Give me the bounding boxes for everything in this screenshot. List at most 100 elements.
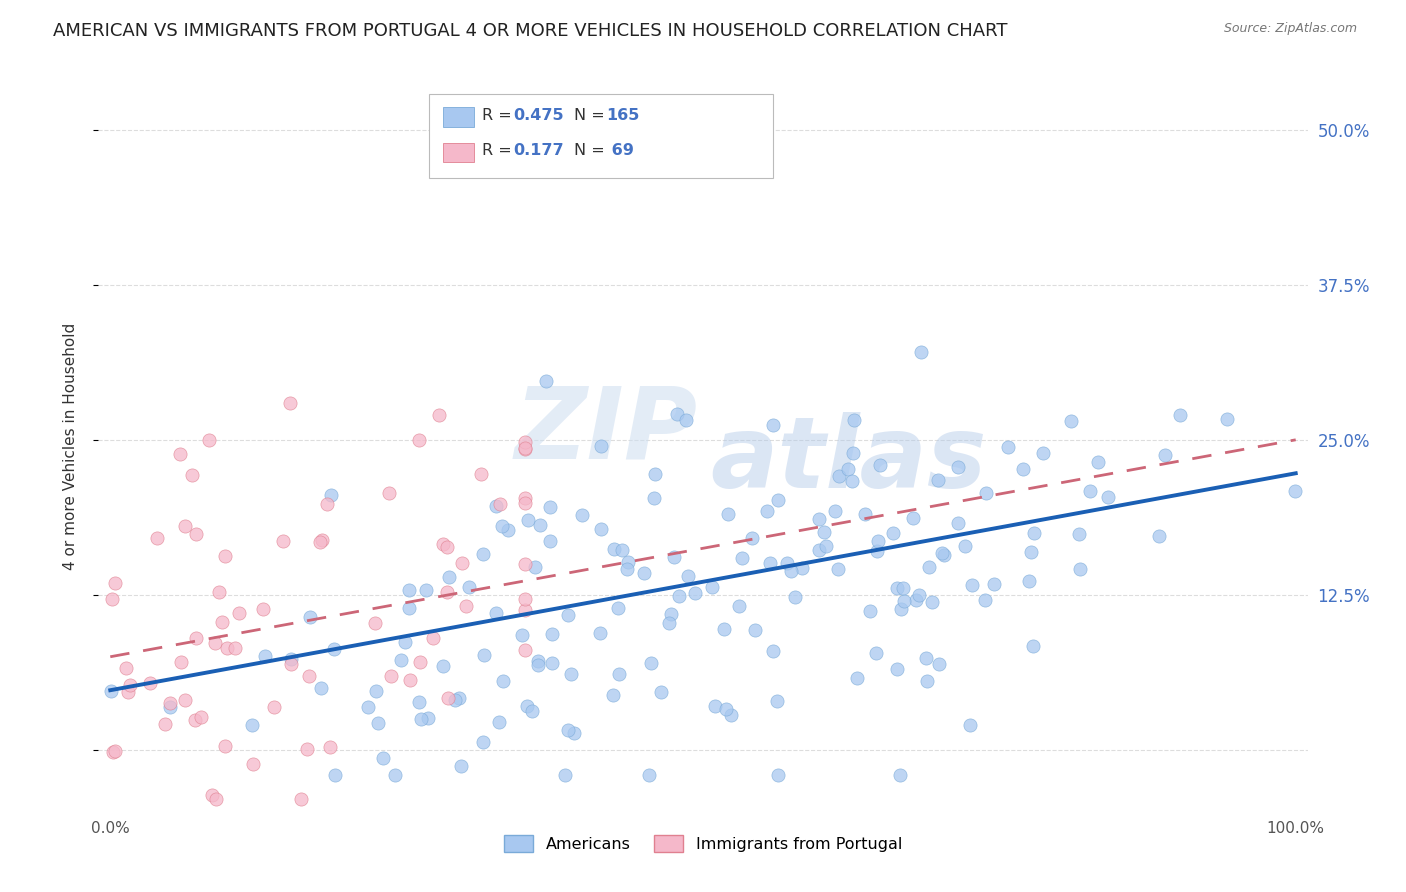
Point <box>174 519 197 533</box>
Point <box>1087 455 1109 469</box>
Point <box>170 655 193 669</box>
Point <box>190 710 212 724</box>
Point <box>437 570 460 584</box>
Point <box>427 408 450 422</box>
Point <box>399 673 422 688</box>
Text: Source: ZipAtlas.com: Source: ZipAtlas.com <box>1223 22 1357 36</box>
Point <box>637 767 659 781</box>
Point <box>538 500 561 515</box>
Point <box>921 595 943 609</box>
Point <box>1284 484 1306 499</box>
Point <box>813 525 835 540</box>
Point <box>517 513 540 527</box>
Point <box>174 693 197 707</box>
Point <box>159 696 181 710</box>
Point <box>527 654 550 668</box>
Point <box>591 522 613 536</box>
Text: ZIP: ZIP <box>515 383 697 480</box>
Point <box>515 642 537 657</box>
Point <box>367 716 389 731</box>
Point <box>472 648 495 662</box>
Point <box>1170 408 1192 422</box>
Point <box>824 504 846 518</box>
Point <box>1019 545 1042 559</box>
Point <box>908 588 931 602</box>
Point <box>323 767 346 781</box>
Point <box>683 585 706 599</box>
Point <box>529 518 551 533</box>
Point <box>662 549 685 564</box>
Point <box>1032 446 1054 460</box>
Point <box>658 615 681 630</box>
Point <box>169 447 191 461</box>
Point <box>1022 525 1045 540</box>
Point <box>184 631 207 645</box>
Point <box>515 603 537 617</box>
Point <box>741 531 763 545</box>
Point <box>488 715 510 730</box>
Point <box>589 625 612 640</box>
Point <box>516 699 538 714</box>
Point <box>409 655 432 669</box>
Text: N =: N = <box>574 108 610 122</box>
Point <box>1018 574 1040 589</box>
Point <box>859 604 882 618</box>
Point <box>373 750 395 764</box>
Point <box>319 488 342 502</box>
Point <box>560 667 582 681</box>
Point <box>184 527 207 541</box>
Point <box>415 582 437 597</box>
Point <box>768 767 790 781</box>
Point <box>515 496 537 510</box>
Point <box>380 669 402 683</box>
Point <box>676 569 699 583</box>
Point <box>104 576 127 591</box>
Point <box>183 713 205 727</box>
Point <box>472 735 495 749</box>
Point <box>602 688 624 702</box>
Point <box>853 508 876 522</box>
Point <box>263 700 285 714</box>
Point <box>120 678 142 692</box>
Point <box>866 544 889 558</box>
Point <box>928 657 950 671</box>
Point <box>914 651 936 665</box>
Point <box>700 580 723 594</box>
Point <box>591 439 613 453</box>
Point <box>617 555 640 569</box>
Point <box>524 560 547 574</box>
Point <box>866 534 889 549</box>
Point <box>398 600 420 615</box>
Point <box>890 602 912 616</box>
Point <box>280 657 302 671</box>
Point <box>959 718 981 732</box>
Point <box>318 739 340 754</box>
Point <box>918 560 941 574</box>
Point <box>785 590 807 604</box>
Point <box>515 442 537 456</box>
Point <box>703 699 725 714</box>
Text: 0.475: 0.475 <box>513 108 564 122</box>
Point <box>886 582 908 596</box>
Point <box>146 531 169 545</box>
Point <box>515 591 537 606</box>
Point <box>891 581 914 595</box>
Point <box>557 723 579 738</box>
Point <box>366 684 388 698</box>
Point <box>616 562 638 576</box>
Point <box>827 562 849 576</box>
Point <box>357 700 380 714</box>
Text: 0.177: 0.177 <box>513 144 564 158</box>
Point <box>779 564 801 578</box>
Point <box>720 708 742 723</box>
Point <box>378 486 401 500</box>
Point <box>846 671 869 685</box>
Point <box>756 504 779 518</box>
Point <box>436 691 458 706</box>
Point <box>311 533 333 548</box>
Point <box>910 345 932 359</box>
Point <box>997 441 1019 455</box>
Text: 165: 165 <box>606 108 640 122</box>
Point <box>675 413 697 427</box>
Point <box>181 467 204 482</box>
